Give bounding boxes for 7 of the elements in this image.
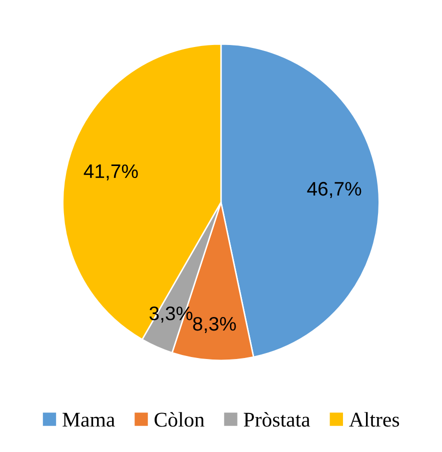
legend-label: Altres	[349, 412, 400, 427]
data-label: 41,7%	[84, 164, 138, 180]
legend-label: Pròstata	[244, 412, 310, 427]
data-label: 46,7%	[307, 182, 362, 198]
legend-label: Còlon	[154, 412, 204, 427]
data-label: 8,3%	[193, 316, 236, 334]
legend-label: Mama	[62, 412, 115, 427]
